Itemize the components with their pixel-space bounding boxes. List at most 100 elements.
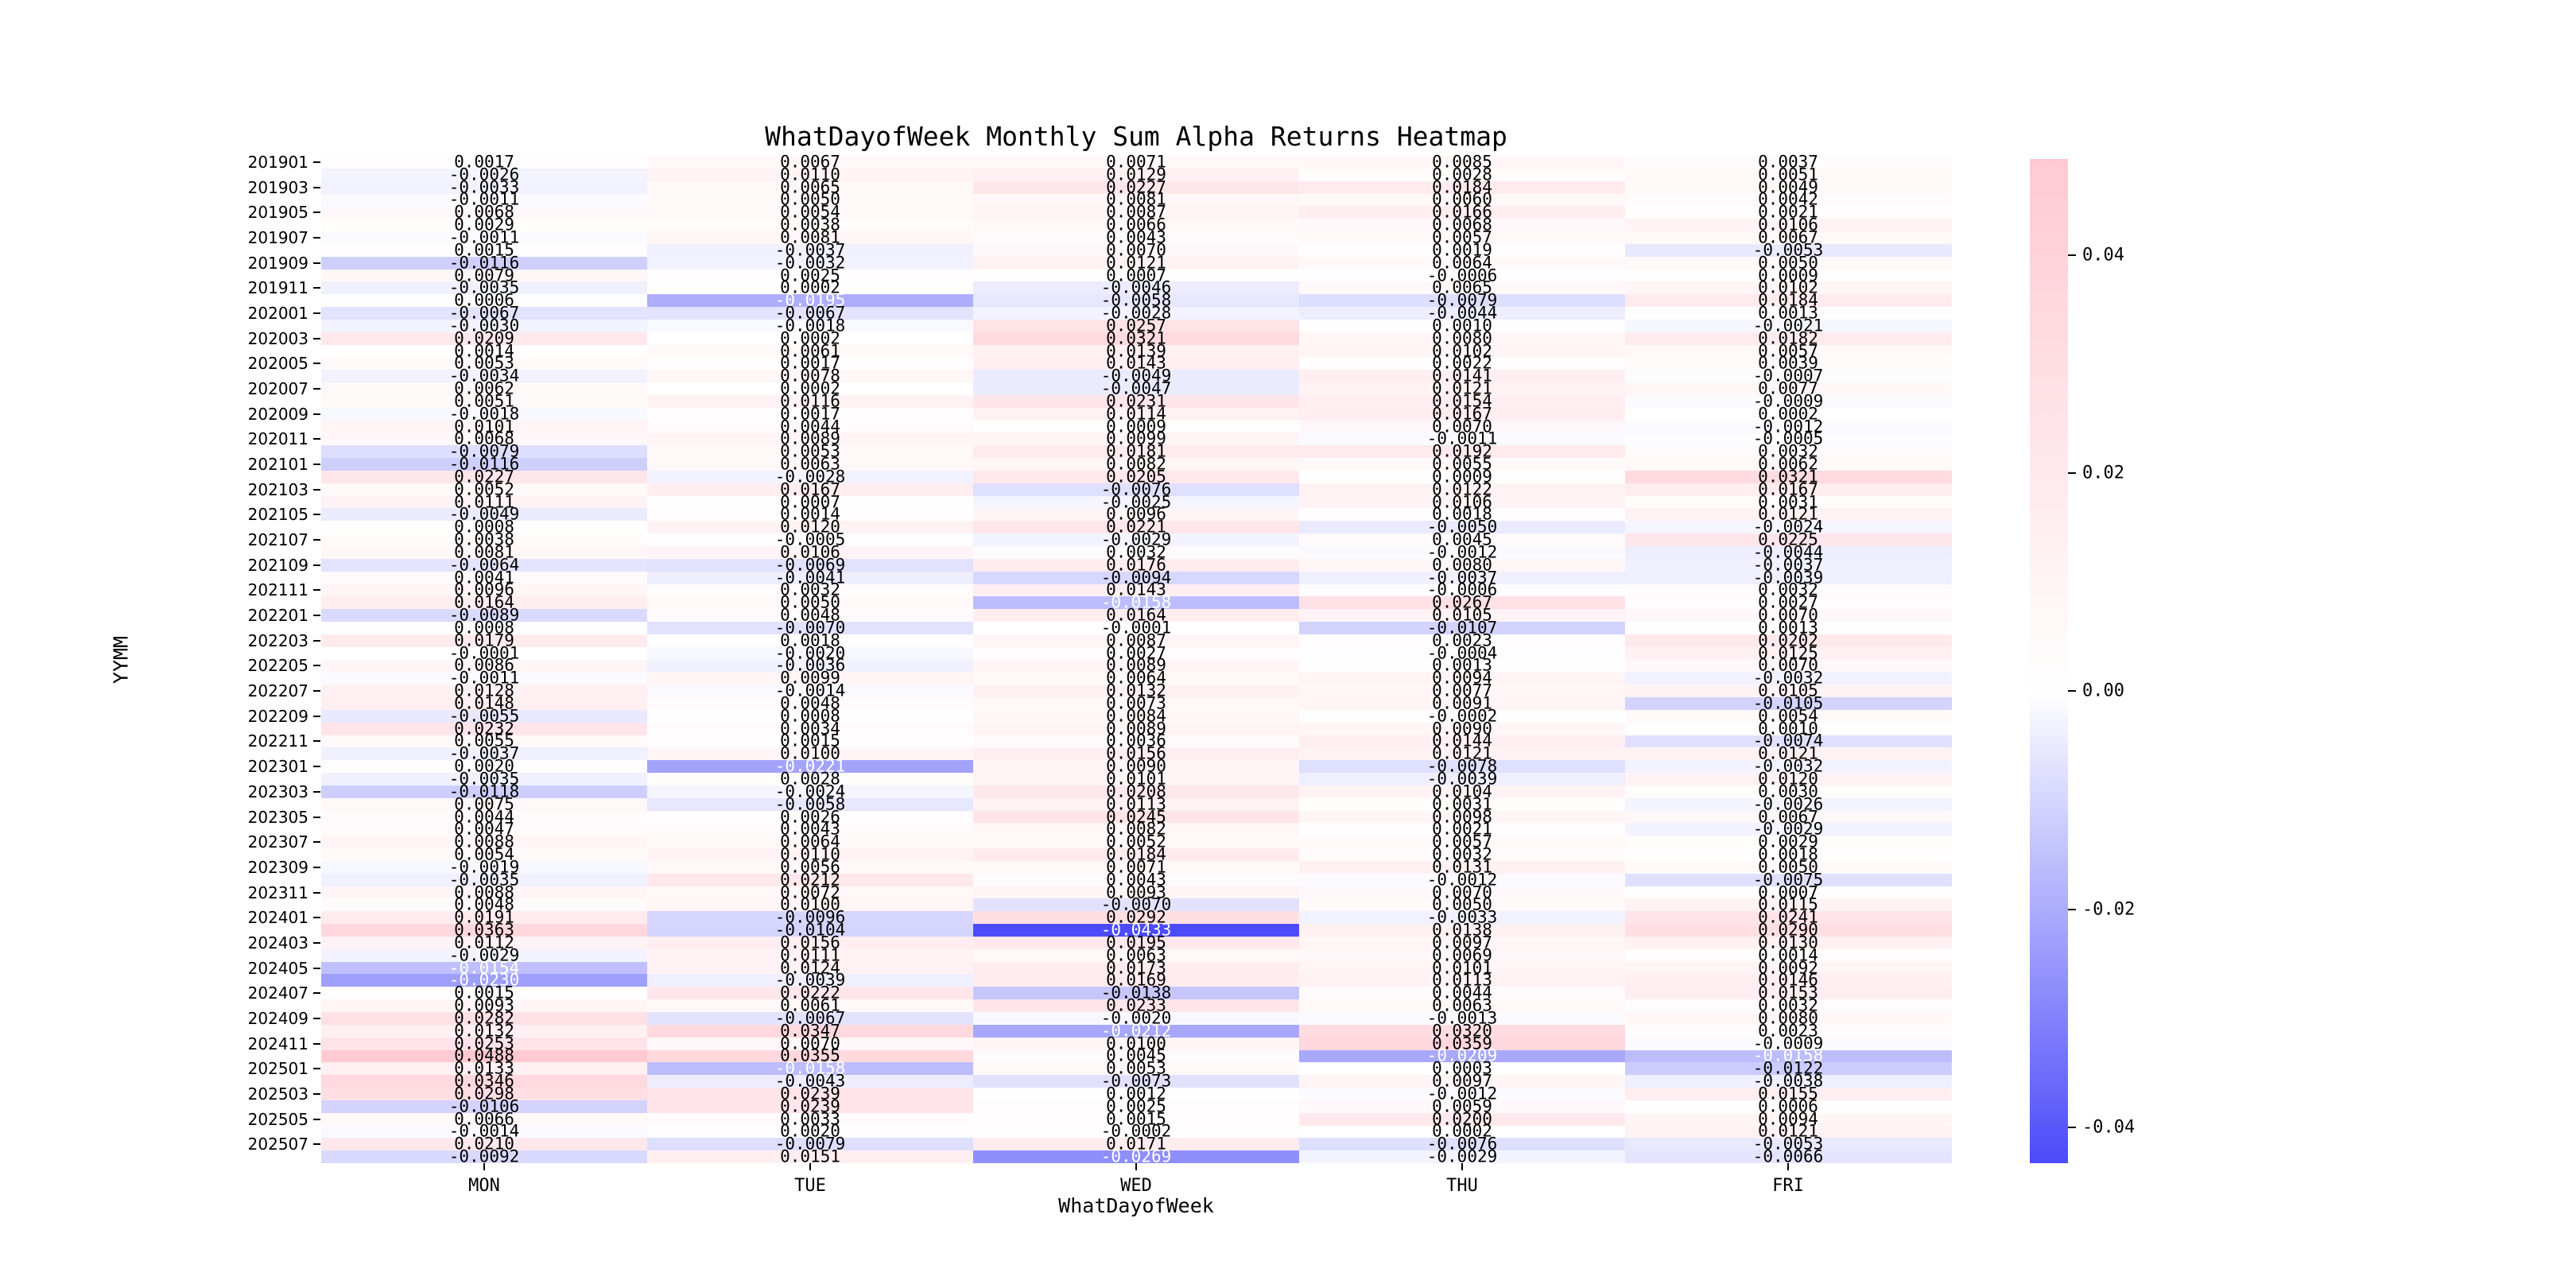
heatmap-cell xyxy=(647,760,974,774)
y-tick-label: 201905 xyxy=(247,203,308,223)
heatmap-cell xyxy=(1625,508,1952,522)
heatmap-cell xyxy=(1625,797,1952,811)
cell-value-annotation: 0.0184 xyxy=(1432,177,1492,197)
heatmap-cell xyxy=(1625,445,1952,459)
heatmap-cell xyxy=(647,886,974,899)
cell-value-annotation: 0.0025 xyxy=(1106,1096,1166,1116)
heatmap-cell xyxy=(1299,622,1626,635)
heatmap-cell xyxy=(973,546,1300,560)
heatmap-cell xyxy=(973,848,1300,862)
heatmap-cell xyxy=(1625,1062,1952,1076)
heatmap-cell xyxy=(647,773,974,786)
cell-value-annotation: -0.0021 xyxy=(1752,316,1824,336)
cell-value-annotation: -0.0032 xyxy=(1752,756,1824,776)
cell-value-annotation: -0.0433 xyxy=(1100,920,1172,940)
heatmap-cell xyxy=(1299,999,1626,1013)
heatmap-cell xyxy=(1299,294,1626,308)
heatmap-cell xyxy=(1625,709,1952,724)
heatmap-cell xyxy=(1625,558,1952,572)
y-tick-label: 202101 xyxy=(247,455,308,474)
y-tick-mark xyxy=(313,615,320,617)
cell-value-annotation: 0.0030 xyxy=(1758,782,1818,801)
heatmap-cell xyxy=(321,1062,648,1076)
heatmap-cell xyxy=(321,773,648,786)
cell-value-annotation: -0.0122 xyxy=(1752,1058,1824,1078)
cell-value-annotation: 0.0036 xyxy=(1106,731,1166,751)
heatmap-cell xyxy=(973,634,1300,648)
cell-value-annotation: -0.0039 xyxy=(1752,568,1824,588)
heatmap-cell xyxy=(1299,231,1626,245)
cell-value-annotation: -0.0037 xyxy=(448,743,520,763)
cell-value-annotation: -0.0158 xyxy=(774,1058,846,1078)
heatmap-cell xyxy=(973,407,1300,421)
cell-value-annotation: -0.0158 xyxy=(1100,592,1172,612)
cell-value-annotation: 0.0064 xyxy=(1432,253,1492,273)
cell-value-annotation: 0.0105 xyxy=(1758,681,1818,700)
cell-value-annotation: 0.0002 xyxy=(1432,1121,1492,1141)
y-tick-mark xyxy=(313,388,320,390)
cell-value-annotation: 0.0239 xyxy=(780,1084,840,1104)
heatmap-cell xyxy=(1299,1024,1626,1038)
heatmap-cell xyxy=(647,156,974,169)
heatmap-cell xyxy=(647,646,974,660)
cell-value-annotation: 0.0094 xyxy=(1758,1109,1818,1129)
heatmap-cell xyxy=(647,949,974,963)
cell-value-annotation: 0.0015 xyxy=(454,240,514,260)
cell-value-annotation: 0.0055 xyxy=(454,731,514,751)
cell-value-annotation: 0.0257 xyxy=(1106,316,1166,336)
cell-value-annotation: 0.0116 xyxy=(780,391,840,411)
heatmap-cell xyxy=(647,1012,974,1026)
heatmap-cell xyxy=(1625,961,1952,975)
heatmap-cell xyxy=(647,961,974,975)
heatmap-cell xyxy=(1625,243,1952,258)
y-tick-label: 202301 xyxy=(247,757,308,777)
cell-value-annotation: -0.0044 xyxy=(1752,542,1824,562)
heatmap-cell xyxy=(973,949,1300,963)
y-tick-label: 202009 xyxy=(247,404,308,424)
heatmap-cell xyxy=(1299,823,1626,836)
cell-value-annotation: 0.0053 xyxy=(1106,1058,1166,1078)
heatmap-cell xyxy=(321,685,648,698)
heatmap-cell xyxy=(973,584,1300,597)
heatmap-cell xyxy=(647,747,974,761)
heatmap-cell xyxy=(647,836,974,849)
heatmap-cell xyxy=(1625,394,1952,409)
heatmap-cell xyxy=(1299,898,1626,912)
cell-value-annotation: -0.0195 xyxy=(774,290,846,310)
heatmap-cell xyxy=(1299,420,1626,433)
cell-value-annotation: 0.0122 xyxy=(1432,479,1492,499)
heatmap-cell xyxy=(1625,760,1952,774)
cell-value-annotation: 0.0111 xyxy=(454,492,514,511)
heatmap-cell xyxy=(321,961,648,975)
heatmap-cell xyxy=(973,873,1300,886)
heatmap-cell xyxy=(321,319,648,333)
cell-value-annotation: 0.0015 xyxy=(1106,1109,1166,1129)
y-tick-label: 201903 xyxy=(247,177,308,197)
y-tick-label: 202003 xyxy=(247,328,308,348)
heatmap-cell xyxy=(1299,445,1626,459)
heatmap-cell xyxy=(973,180,1300,194)
x-tick-mark xyxy=(809,1163,811,1170)
heatmap-cell xyxy=(647,370,974,383)
cell-value-annotation: 0.0121 xyxy=(1758,504,1818,524)
heatmap-cell xyxy=(647,911,974,925)
heatmap-cell xyxy=(1625,168,1952,182)
cell-value-annotation: 0.0077 xyxy=(1432,681,1492,700)
y-tick-label: 202309 xyxy=(247,857,308,877)
heatmap-cell xyxy=(1299,458,1626,471)
cell-value-annotation: 0.0053 xyxy=(780,441,840,461)
cell-value-annotation: 0.0003 xyxy=(1432,1058,1492,1078)
heatmap-cell xyxy=(1299,974,1626,987)
heatmap-cell xyxy=(1625,596,1952,610)
cell-value-annotation: 0.0056 xyxy=(780,857,840,877)
cell-value-annotation: 0.0077 xyxy=(1758,378,1818,398)
heatmap-cell xyxy=(973,156,1300,169)
y-tick-label: 202311 xyxy=(247,883,308,902)
heatmap-cell xyxy=(1299,508,1626,522)
heatmap-cell xyxy=(321,243,648,258)
cell-value-annotation: 0.0079 xyxy=(454,266,514,285)
heatmap-cell xyxy=(647,823,974,836)
heatmap-cell xyxy=(1625,370,1952,383)
heatmap-cell xyxy=(1299,558,1626,572)
heatmap-cell xyxy=(647,735,974,748)
